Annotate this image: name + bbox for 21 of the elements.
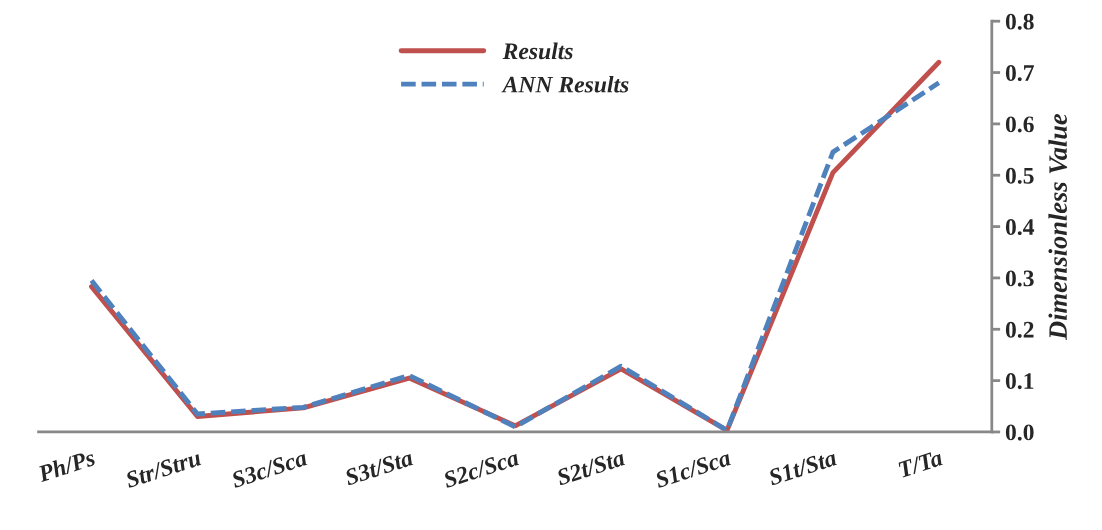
x-tick-label: S3c/Sca <box>230 449 308 489</box>
y-tick-label: 0.7 <box>1005 65 1034 82</box>
x-tick-label: S2c/Sca <box>442 449 520 489</box>
x-tick-label: Ph/Ps <box>36 448 96 483</box>
x-tick-label: S3t/Sta <box>343 449 414 486</box>
y-tick-label: 0.8 <box>1005 13 1034 30</box>
y-tick-label: 0.2 <box>1005 321 1034 338</box>
legend-label: Results <box>502 42 573 60</box>
y-tick-label: 0.6 <box>1005 116 1034 133</box>
x-tick-label: S1c/Sca <box>654 449 732 489</box>
y-tick-label: 0.1 <box>1005 373 1034 390</box>
y-tick-label: 0.3 <box>1005 270 1034 287</box>
legend-label: ANN Results <box>501 75 629 93</box>
y-axis-title: Dimensionless Value <box>1048 113 1068 341</box>
y-tick-label: 0.4 <box>1005 219 1035 236</box>
x-tick-label: Str/Stru <box>124 449 202 489</box>
y-tick-label: 0.0 <box>1005 424 1034 441</box>
x-tick-label: S2t/Sta <box>555 449 626 486</box>
x-tick-label: S1t/Sta <box>767 449 838 486</box>
y-tick-label: 0.5 <box>1005 167 1034 184</box>
x-tick-label: T/Ta <box>897 449 944 478</box>
